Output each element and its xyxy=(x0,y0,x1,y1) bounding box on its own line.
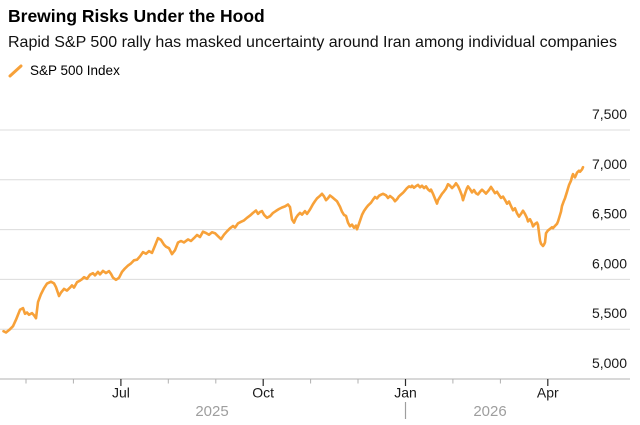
y-axis-label-6000: 6,000 xyxy=(592,255,627,271)
year-label-2026: 2026 xyxy=(473,403,506,420)
x-axis-label-Oct: Oct xyxy=(252,385,274,401)
legend-label: S&P 500 Index xyxy=(30,63,120,78)
y-axis-label-7500: 7,500 xyxy=(592,106,627,122)
y-axis-label-7000: 7,000 xyxy=(592,156,627,172)
y-axis-label-6500: 6,500 xyxy=(592,206,627,222)
x-axis-label-Jul: Jul xyxy=(112,385,130,401)
x-axis-label-Apr: Apr xyxy=(537,385,559,401)
y-axis-label-5500: 5,500 xyxy=(592,305,627,321)
x-axis-label-Jan: Jan xyxy=(394,385,417,401)
series-line-icon xyxy=(8,64,23,77)
sp500-index-line xyxy=(2,165,585,334)
legend: S&P 500 Index xyxy=(8,63,632,78)
y-axis-label-5000: 5,000 xyxy=(592,355,627,371)
year-label-2025: 2025 xyxy=(195,403,228,420)
chart-title: Brewing Risks Under the Hood xyxy=(8,6,265,26)
chart-header: Brewing Risks Under the Hood Rapid S&P 5… xyxy=(8,6,632,78)
chart-subtitle: Rapid S&P 500 rally has masked uncertain… xyxy=(8,34,617,51)
